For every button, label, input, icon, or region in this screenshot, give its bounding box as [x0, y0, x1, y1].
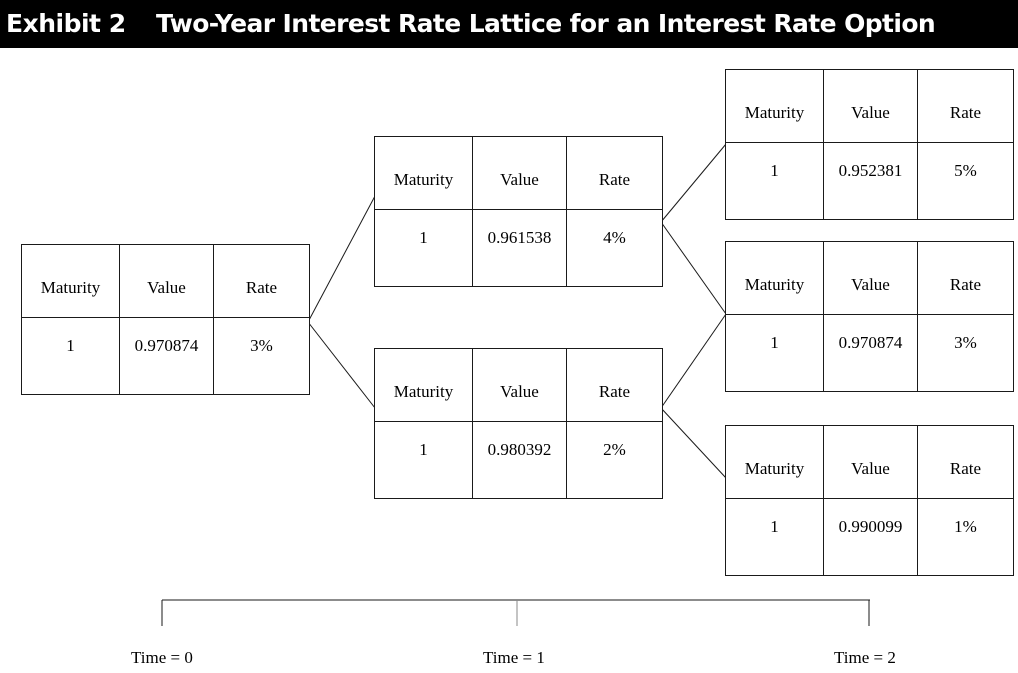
node-value: 0.980392	[472, 421, 567, 499]
lattice-node-t0: Maturity Value Rate 1 0.970874 3%	[21, 244, 310, 395]
lattice-node-t1-down: Maturity Value Rate 1 0.980392 2%	[374, 348, 663, 499]
column-header-maturity: Maturity	[725, 241, 824, 315]
branch-down-dd	[660, 407, 727, 479]
node-maturity: 1	[725, 314, 824, 392]
time-label-2: Time = 2	[834, 648, 896, 667]
branch-down-ud	[660, 313, 727, 409]
exhibit-number: Exhibit 2	[6, 9, 126, 38]
exhibit-title: Two-Year Interest Rate Lattice for an In…	[156, 9, 936, 38]
branch-up-uu	[660, 143, 727, 223]
column-header-value: Value	[823, 425, 918, 499]
branch-t0-up	[307, 195, 376, 323]
node-value: 0.970874	[119, 317, 214, 395]
column-header-value: Value	[823, 241, 918, 315]
branch-t0-down	[307, 321, 376, 409]
node-maturity: 1	[374, 421, 473, 499]
lattice-node-t2-dd: Maturity Value Rate 1 0.990099 1%	[725, 425, 1014, 576]
column-header-maturity: Maturity	[725, 425, 824, 499]
column-header-value: Value	[823, 69, 918, 143]
node-value: 0.952381	[823, 142, 918, 220]
node-maturity: 1	[21, 317, 120, 395]
timeline-bracket	[161, 599, 870, 626]
column-header-value: Value	[472, 348, 567, 422]
node-rate: 3%	[213, 317, 310, 395]
column-header-rate: Rate	[566, 136, 663, 210]
column-header-rate: Rate	[917, 425, 1014, 499]
exhibit-header: Exhibit 2 Two-Year Interest Rate Lattice…	[0, 0, 1018, 48]
node-maturity: 1	[374, 209, 473, 287]
column-header-rate: Rate	[213, 244, 310, 318]
column-header-rate: Rate	[566, 348, 663, 422]
column-header-maturity: Maturity	[725, 69, 824, 143]
node-rate: 5%	[917, 142, 1014, 220]
branch-up-ud	[660, 221, 727, 315]
column-header-maturity: Maturity	[21, 244, 120, 318]
lattice-node-t2-ud: Maturity Value Rate 1 0.970874 3%	[725, 241, 1014, 392]
column-header-rate: Rate	[917, 241, 1014, 315]
node-value: 0.961538	[472, 209, 567, 287]
column-header-rate: Rate	[917, 69, 1014, 143]
time-label-1: Time = 1	[483, 648, 545, 667]
node-rate: 4%	[566, 209, 663, 287]
column-header-value: Value	[472, 136, 567, 210]
column-header-value: Value	[119, 244, 214, 318]
node-rate: 3%	[917, 314, 1014, 392]
lattice-node-t2-uu: Maturity Value Rate 1 0.952381 5%	[725, 69, 1014, 220]
node-maturity: 1	[725, 142, 824, 220]
time-label-0: Time = 0	[131, 648, 193, 667]
column-header-maturity: Maturity	[374, 348, 473, 422]
node-value: 0.970874	[823, 314, 918, 392]
node-value: 0.990099	[823, 498, 918, 576]
node-rate: 1%	[917, 498, 1014, 576]
lattice-node-t1-up: Maturity Value Rate 1 0.961538 4%	[374, 136, 663, 287]
node-maturity: 1	[725, 498, 824, 576]
column-header-maturity: Maturity	[374, 136, 473, 210]
node-rate: 2%	[566, 421, 663, 499]
